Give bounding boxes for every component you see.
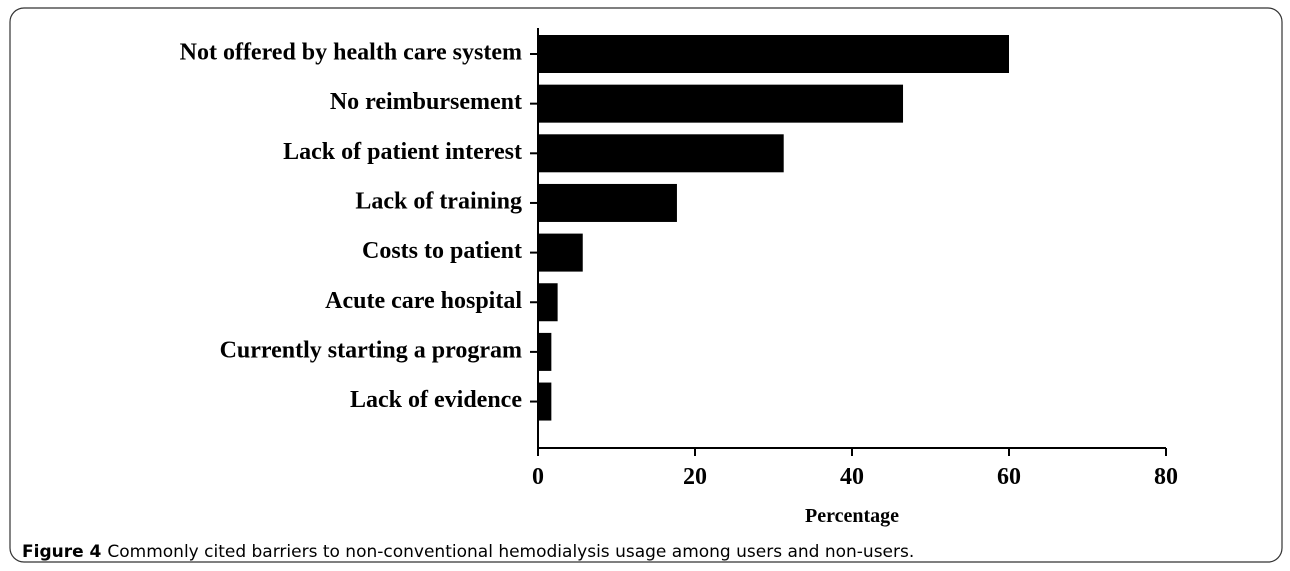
x-tick-label: 0	[532, 464, 544, 490]
y-tick-label: Costs to patient	[362, 238, 522, 264]
y-tick-label: Currently starting a program	[220, 337, 522, 363]
bar	[538, 332, 552, 371]
bar	[538, 183, 677, 222]
caption-label: Figure 4	[22, 542, 102, 562]
y-tick-label: Lack of training	[355, 188, 522, 214]
bar	[538, 35, 1009, 73]
bar	[538, 134, 784, 173]
bar	[538, 382, 552, 421]
x-tick-label: 60	[997, 464, 1021, 490]
y-tick-label: Lack of evidence	[350, 387, 522, 413]
bar	[538, 84, 904, 123]
y-tick-label: Lack of patient interest	[283, 139, 522, 165]
y-tick-label: No reimbursement	[330, 89, 522, 115]
bar	[538, 283, 558, 322]
y-tick-label: Acute care hospital	[325, 288, 522, 314]
y-tick-label: Not offered by health care system	[180, 40, 522, 66]
x-axis-label: Percentage	[805, 505, 899, 527]
bar	[538, 233, 583, 272]
caption-text: Commonly cited barriers to non-conventio…	[107, 542, 914, 562]
x-tick-label: 80	[1154, 464, 1178, 490]
x-tick-label: 20	[683, 464, 707, 490]
frame	[9, 7, 1283, 563]
x-tick-label: 40	[840, 464, 864, 490]
caption: Figure 4 Commonly cited barriers to non-c…	[22, 542, 914, 562]
